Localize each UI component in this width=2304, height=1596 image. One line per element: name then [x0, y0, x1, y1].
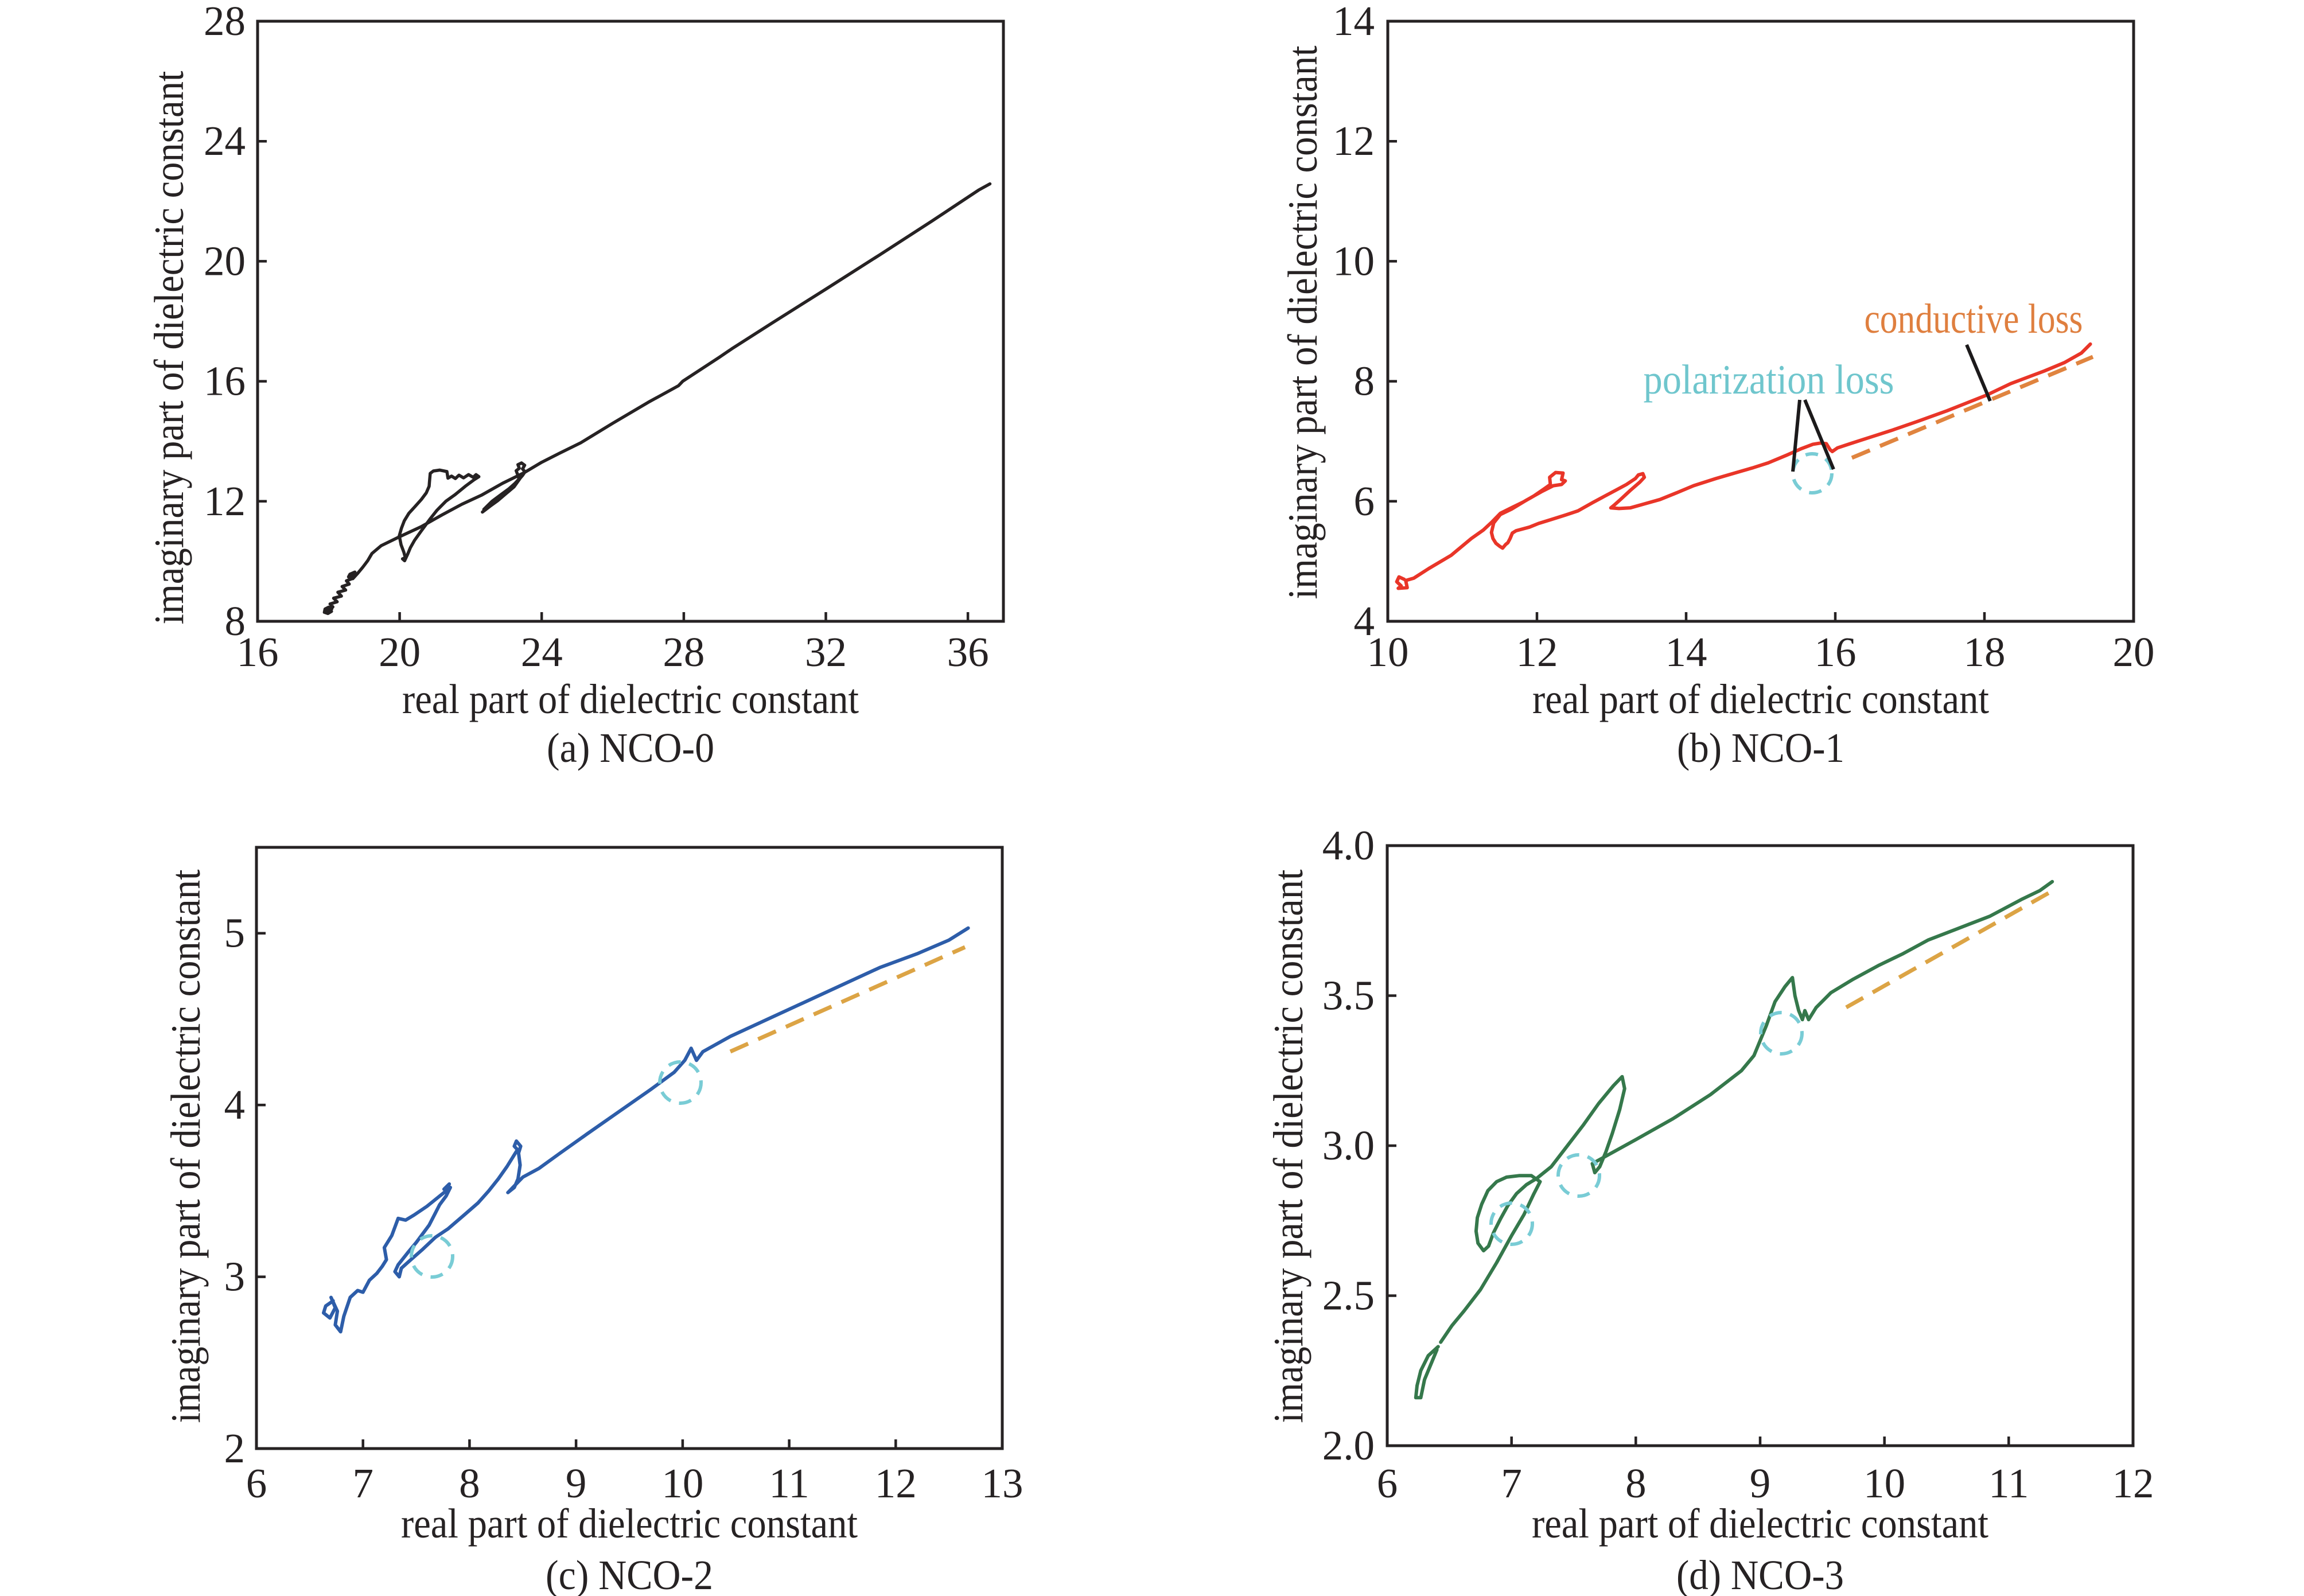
svg-text:14: 14 — [1333, 0, 1375, 44]
svg-text:10: 10 — [1863, 1460, 1905, 1507]
svg-text:12: 12 — [875, 1460, 917, 1507]
svg-text:3.5: 3.5 — [1322, 972, 1375, 1019]
svg-text:16: 16 — [204, 358, 246, 404]
svg-text:(a) NCO-0: (a) NCO-0 — [547, 725, 714, 771]
svg-text:24: 24 — [521, 629, 563, 675]
svg-text:conductive loss: conductive loss — [1865, 295, 2083, 342]
svg-text:(c) NCO-2: (c) NCO-2 — [546, 1552, 713, 1596]
svg-text:real part of dielectric consta: real part of dielectric constant — [402, 676, 859, 722]
svg-text:13: 13 — [981, 1460, 1023, 1507]
svg-text:8: 8 — [1625, 1460, 1647, 1507]
svg-text:12: 12 — [204, 478, 246, 524]
svg-text:3: 3 — [224, 1254, 246, 1300]
svg-text:18: 18 — [1964, 629, 2006, 675]
svg-text:polarization loss: polarization loss — [1644, 356, 1894, 403]
svg-text:2.5: 2.5 — [1322, 1272, 1375, 1319]
svg-text:imaginary part of dielectric c: imaginary part of dielectric constant — [162, 870, 209, 1423]
svg-text:8: 8 — [1354, 358, 1375, 404]
svg-text:8: 8 — [225, 598, 246, 644]
svg-text:real part of dielectric consta: real part of dielectric constant — [401, 1500, 858, 1547]
svg-text:imaginary part of dielectric c: imaginary part of dielectric constant — [1265, 870, 1311, 1423]
svg-text:16: 16 — [1815, 629, 1857, 675]
svg-text:4: 4 — [224, 1081, 246, 1128]
svg-text:7: 7 — [1501, 1460, 1522, 1507]
svg-text:28: 28 — [663, 629, 705, 675]
svg-text:imaginary part of dielectric c: imaginary part of dielectric constant — [1279, 46, 1326, 600]
svg-text:3.0: 3.0 — [1322, 1122, 1375, 1169]
svg-text:12: 12 — [1516, 629, 1558, 675]
svg-text:14: 14 — [1665, 629, 1707, 675]
svg-text:20: 20 — [379, 629, 421, 675]
svg-text:11: 11 — [1988, 1460, 2029, 1507]
svg-text:24: 24 — [204, 118, 246, 164]
svg-text:6: 6 — [246, 1460, 267, 1507]
svg-text:9: 9 — [566, 1460, 587, 1507]
svg-text:6: 6 — [1354, 478, 1375, 524]
svg-text:36: 36 — [947, 629, 989, 675]
svg-text:10: 10 — [661, 1460, 703, 1507]
svg-text:10: 10 — [1333, 238, 1375, 284]
svg-text:7: 7 — [352, 1460, 373, 1507]
svg-text:12: 12 — [2112, 1460, 2154, 1507]
svg-text:16: 16 — [237, 629, 279, 675]
svg-text:5: 5 — [224, 910, 246, 956]
svg-text:8: 8 — [459, 1460, 480, 1507]
svg-text:(d) NCO-3: (d) NCO-3 — [1676, 1552, 1844, 1596]
svg-text:imaginary part of dielectric c: imaginary part of dielectric constant — [146, 71, 192, 625]
svg-text:real part of dielectric consta: real part of dielectric constant — [1532, 676, 1989, 722]
svg-text:(b) NCO-1: (b) NCO-1 — [1677, 725, 1844, 771]
svg-text:11: 11 — [769, 1460, 809, 1507]
svg-text:20: 20 — [204, 238, 246, 284]
svg-text:28: 28 — [204, 0, 246, 44]
svg-text:2: 2 — [224, 1425, 246, 1472]
svg-text:10: 10 — [1367, 629, 1409, 675]
svg-text:9: 9 — [1750, 1460, 1771, 1507]
svg-text:12: 12 — [1333, 118, 1375, 164]
svg-text:6: 6 — [1377, 1460, 1398, 1507]
svg-text:4.0: 4.0 — [1322, 822, 1375, 869]
svg-text:20: 20 — [2113, 629, 2155, 675]
svg-text:2.0: 2.0 — [1322, 1422, 1375, 1469]
svg-text:4: 4 — [1354, 598, 1375, 644]
svg-text:32: 32 — [805, 629, 847, 675]
svg-text:real part of dielectric consta: real part of dielectric constant — [1532, 1500, 1988, 1547]
